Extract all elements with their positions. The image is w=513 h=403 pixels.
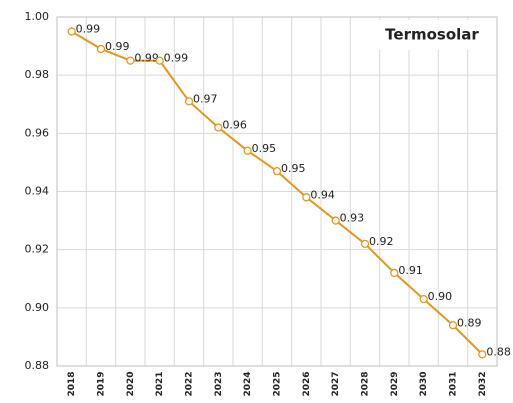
x-tick-label: 2031 xyxy=(449,371,459,396)
data-point xyxy=(360,239,370,249)
x-tick-label: 2026 xyxy=(302,371,312,396)
data-label: 0.95 xyxy=(252,142,277,155)
x-tick-label: 2029 xyxy=(390,371,400,396)
data-point xyxy=(448,321,458,330)
data-label: 0.90 xyxy=(428,290,453,303)
data-label: 0.94 xyxy=(310,188,335,201)
data-label: 0.99 xyxy=(134,52,159,65)
x-tick-label: 2028 xyxy=(361,371,371,396)
data-point xyxy=(419,294,428,304)
data-point xyxy=(390,268,399,278)
data-point xyxy=(155,56,164,65)
x-tick-label: 2022 xyxy=(185,371,195,396)
y-tick-label: 0.98 xyxy=(25,68,50,81)
x-tick-label: 2032 xyxy=(478,371,488,396)
data-label: 0.99 xyxy=(105,40,130,53)
data-point xyxy=(331,216,340,225)
title-box xyxy=(378,20,486,50)
data-point xyxy=(184,97,194,106)
y-tick-label: 1.00 xyxy=(25,10,50,23)
y-tick-label: 0.94 xyxy=(25,185,50,198)
data-point xyxy=(67,27,76,36)
data-label: 0.91 xyxy=(398,264,423,277)
data-label: 0.99 xyxy=(164,52,189,65)
data-label: 0.96 xyxy=(222,119,247,132)
data-label: 0.92 xyxy=(369,235,394,248)
x-tick-label: 2021 xyxy=(155,371,165,396)
y-tick-label: 0.88 xyxy=(25,359,50,372)
data-label: 0.93 xyxy=(340,212,365,225)
data-label: 0.99 xyxy=(76,23,101,36)
y-tick-label: 0.92 xyxy=(25,243,50,256)
data-point xyxy=(243,146,252,155)
data-point xyxy=(214,123,223,132)
y-tick-label: 0.90 xyxy=(25,301,50,314)
data-point xyxy=(96,44,106,54)
x-tick-label: 2020 xyxy=(126,371,136,396)
x-tick-label: 2024 xyxy=(243,371,253,396)
x-tick-label: 2025 xyxy=(273,371,283,396)
data-label: 0.95 xyxy=(281,162,306,175)
y-tick-label: 0.96 xyxy=(25,126,50,139)
x-tick-label: 2027 xyxy=(331,371,341,396)
x-tick-label: 2018 xyxy=(67,371,77,396)
data-point xyxy=(478,350,487,359)
x-tick-label: 2023 xyxy=(214,371,224,396)
x-tick-label: 2030 xyxy=(419,371,429,396)
data-label: 0.88 xyxy=(486,345,511,358)
data-point xyxy=(302,193,311,202)
data-label: 0.89 xyxy=(457,316,482,329)
data-point xyxy=(126,56,135,65)
data-label: 0.97 xyxy=(193,92,218,105)
data-line xyxy=(71,30,484,356)
x-tick-label: 2019 xyxy=(97,371,107,396)
plot-frame xyxy=(56,16,498,367)
chart-title: Termosolar xyxy=(385,26,479,44)
data-point xyxy=(272,166,282,176)
